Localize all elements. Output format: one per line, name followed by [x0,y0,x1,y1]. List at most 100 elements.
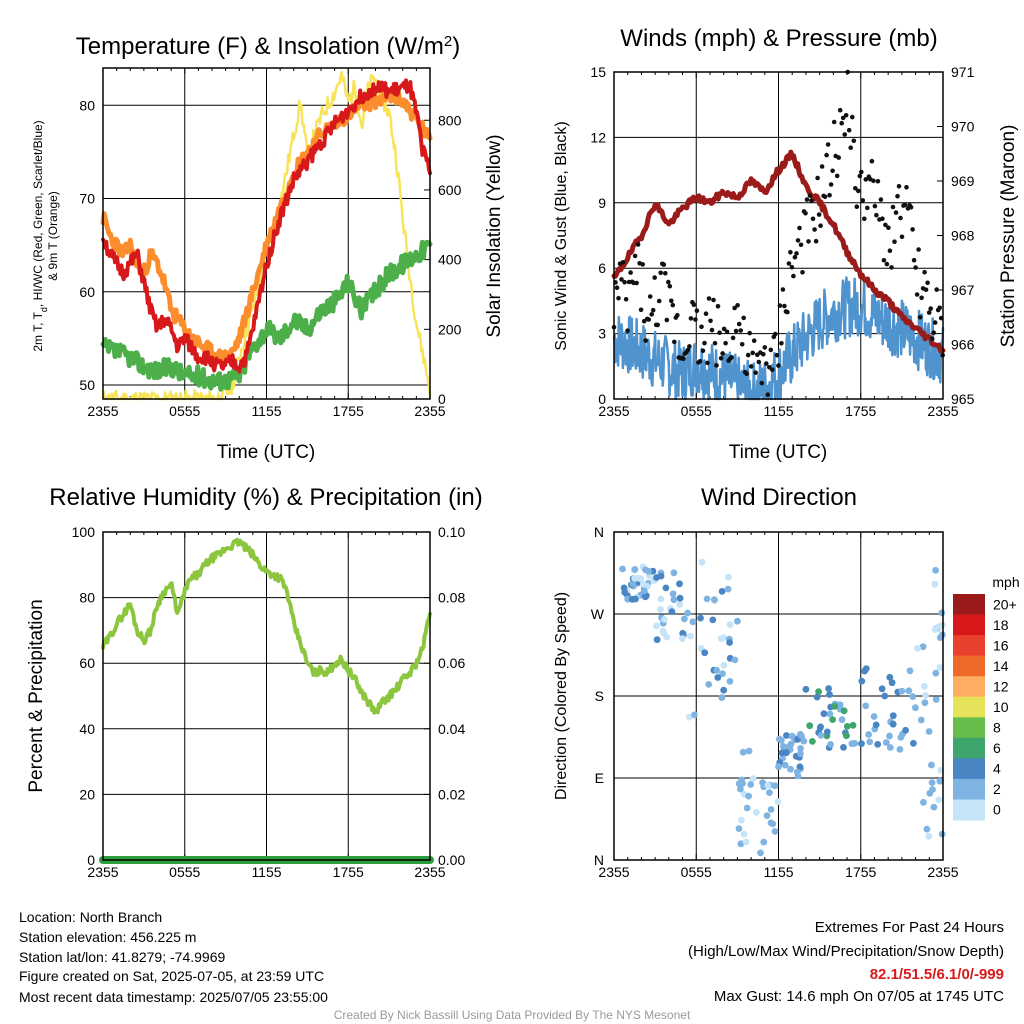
gust-point [666,279,671,285]
wind-ytick-right-label: 969 [951,173,975,189]
gust-point [874,212,879,218]
gust-point [928,306,933,311]
gust-point [786,261,792,266]
wind-direction-point [719,670,726,678]
wind-direction-point [689,618,697,626]
gust-point [830,168,835,174]
wind-direction-point [725,573,732,581]
dir-frame [613,531,944,861]
gust-point [810,216,816,222]
gust-point [881,258,887,263]
gust-point [720,351,725,356]
gust-point [782,303,787,309]
gust-point [640,262,645,267]
wind-direction-point [928,779,936,786]
gust-point [871,178,876,184]
gust-point [898,215,903,221]
gust-point [656,298,662,304]
footer-recent: Most recent data timestamp: 2025/07/05 2… [19,989,328,1005]
gust-point [887,248,893,253]
gust-point [628,270,633,275]
gust-point [854,204,860,209]
wind-direction-point [802,685,810,693]
wind-direction-point [620,584,628,592]
gust-point [839,120,844,126]
gust-point [663,271,668,276]
extremes-title: Extremes For Past 24 Hours [814,919,1004,936]
gust-point [804,197,810,202]
gust-point [723,340,728,346]
wind-direction-point [745,792,752,800]
footer-created: Figure created on Sat, 2025-07-05, at 23… [19,968,325,984]
dir-ytick-label: S [595,688,604,704]
legend-swatch [953,799,985,821]
gust-point [714,363,719,368]
wind-ytick-right-label: 968 [951,228,975,244]
legend-swatch [953,635,985,657]
gust-point [910,227,915,232]
wind-direction-point [809,738,816,745]
legend-label: 8 [993,720,1001,736]
gust-point [661,262,667,267]
legend-label: 4 [993,761,1001,777]
gust-point [917,314,923,320]
legend-swatch [953,655,985,677]
wind-direction-point [909,693,917,700]
dir-title: Wind Direction [701,484,857,511]
wind-direction-point [783,732,790,739]
wind-direction-point [737,840,745,848]
gust-point [937,305,942,311]
gust-point [899,234,905,240]
wind-direction-point [923,825,931,833]
rh-ylabel-left: Percent & Precipitation [26,599,47,792]
gust-point [797,225,802,231]
gust-point [883,222,888,228]
gust-point [862,216,867,222]
wind-direction-point [793,768,801,776]
footer-latlon: Station lat/lon: 41.8279; -74.9969 [19,949,226,965]
legend-swatch [953,717,985,739]
gust-point [902,202,908,208]
gust-point [634,280,639,286]
wind-direction-point [861,667,868,675]
wind-ytick-right-label: 966 [951,337,975,353]
wind-direction-point [775,763,782,771]
gust-point [785,309,790,315]
gust-point [623,297,629,302]
gust-point [843,113,849,118]
gust-point [789,264,795,270]
gust-point [688,316,694,321]
gust-point [647,294,653,299]
wind-direction-point [718,694,726,701]
temp-ytick-right-label: 600 [438,182,462,198]
gust-point [916,247,921,252]
gust-point [753,370,758,376]
rh-xtick-label: 0555 [169,864,200,880]
gust-point [792,254,798,260]
gust-point [700,348,706,354]
gust-point [751,338,757,344]
gust-point [655,322,660,328]
wind-direction-point [870,713,878,720]
wind-direction-point [865,731,872,738]
rh-ytick-right-label: 0.10 [438,524,465,540]
rh-ytick-right-label: 0.04 [438,721,465,737]
gust-point [750,350,755,356]
wind-direction-point [781,761,789,769]
gust-point [764,361,769,366]
gust-point [702,340,707,346]
gust-point [825,142,831,147]
wind-direction-point [713,666,720,674]
wind-xtick-label: 1755 [845,403,876,419]
rh-ytick-label: 100 [72,524,96,540]
wind-direction-point [676,601,684,608]
wind-direction-point [687,632,694,640]
gust-point [675,312,680,318]
gust-point [822,194,828,200]
temp-ytick-label: 50 [79,377,95,393]
wind-xtick-label: 1155 [763,403,793,419]
wind-direction-point [737,785,744,793]
temp-xtick-label: 0555 [169,403,200,419]
gust-point [859,169,864,175]
wind-direction-point [731,656,739,664]
